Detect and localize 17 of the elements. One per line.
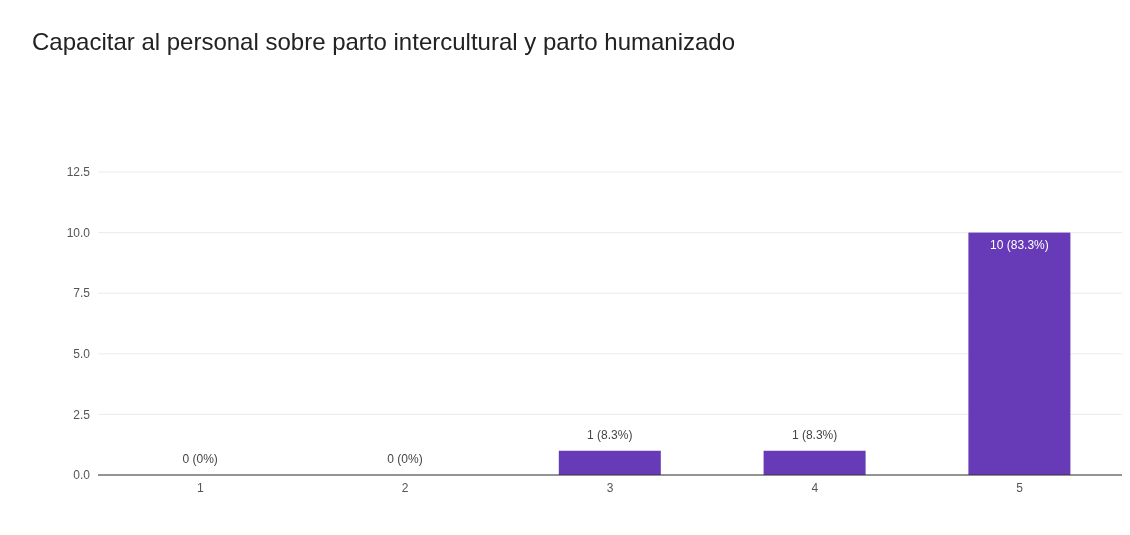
y-tick-label: 0.0	[73, 468, 91, 483]
data-label: 0 (0%)	[387, 452, 423, 466]
y-tick-label: 7.5	[73, 286, 91, 301]
x-tick-label: 3	[606, 480, 614, 495]
y-tick-label: 12.5	[66, 165, 91, 180]
data-label: 1 (8.3%)	[587, 427, 633, 442]
x-tick-label: 2	[401, 480, 409, 495]
x-tick-label: 5	[1016, 480, 1024, 495]
chart-title: Capacitar al personal sobre parto intercultural y parto humanizado	[31, 27, 737, 57]
x-tick-label: 1	[197, 480, 205, 495]
y-tick-label: 2.5	[73, 407, 91, 422]
y-tick-label: 5.0	[73, 347, 91, 362]
data-label: 1 (8.3%)	[791, 427, 838, 442]
x-tick-label: 4	[811, 480, 819, 495]
y-tick-label: 10.0	[66, 225, 91, 240]
data-label: 0 (0%)	[182, 452, 218, 466]
data-label: 10 (83.3%)	[990, 237, 1049, 252]
